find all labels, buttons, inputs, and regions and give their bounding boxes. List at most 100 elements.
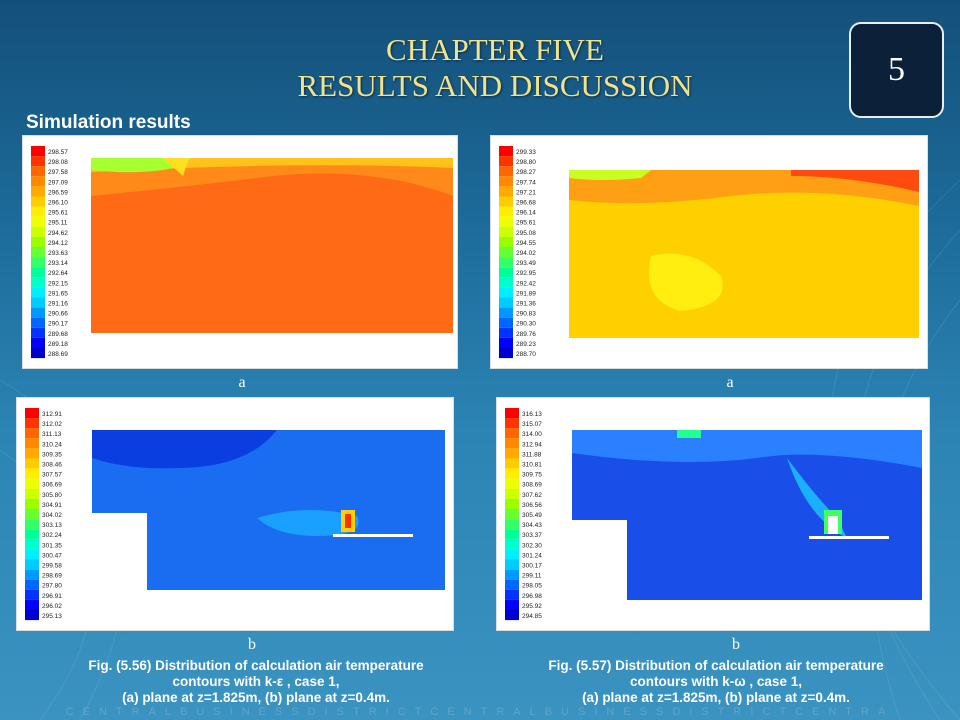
legend-value-556a: 290.66 bbox=[48, 311, 68, 318]
legend-value-556a: 291.16 bbox=[48, 301, 68, 308]
legend-swatch-557b bbox=[505, 468, 519, 479]
legend-value-557a: 295.08 bbox=[516, 230, 536, 237]
legend-swatch-557a bbox=[499, 327, 513, 338]
legend-value-557a: 296.68 bbox=[516, 200, 536, 207]
legend-swatch-556b bbox=[25, 549, 39, 560]
legend-swatch-557b bbox=[505, 539, 519, 550]
legend-swatch-556b bbox=[25, 589, 39, 600]
legend-value-556a: 298.57 bbox=[48, 149, 68, 156]
legend-swatch-556a bbox=[31, 216, 45, 227]
legend-swatch-557b bbox=[505, 599, 519, 610]
legend-value-557a: 298.80 bbox=[516, 159, 536, 166]
legend-swatch-556a bbox=[31, 277, 45, 288]
contour-plot-556b: 312.91 312.02 311.13 310.24 309.35 308.46 307.… bbox=[25, 408, 445, 621]
legend-swatch-556b bbox=[25, 418, 39, 429]
legend-swatch-556b bbox=[25, 408, 39, 419]
panel-label-556a: a bbox=[238, 374, 246, 391]
legend-swatch-557a bbox=[499, 267, 513, 278]
legend-value-556b: 302.24 bbox=[42, 532, 62, 539]
legend-value-557a: 288.70 bbox=[516, 351, 536, 358]
legend-swatch-556b bbox=[25, 599, 39, 610]
legend-swatch-556a bbox=[31, 196, 45, 207]
legend-value-557b: 306.56 bbox=[522, 502, 542, 509]
legend-swatch-557b bbox=[505, 579, 519, 590]
legend-value-556a: 296.10 bbox=[48, 200, 68, 207]
legend-swatch-556a bbox=[31, 257, 45, 268]
legend-swatch-556b bbox=[25, 519, 39, 530]
inlet-zone-557a bbox=[569, 170, 651, 180]
legend-value-557a: 290.83 bbox=[516, 311, 536, 318]
legend-swatch-557a bbox=[499, 247, 513, 258]
legend-swatch-557b bbox=[505, 438, 519, 449]
legend-swatch-556b bbox=[25, 458, 39, 469]
legend-swatch-557a bbox=[499, 186, 513, 197]
chapter-number-badge: 5 bbox=[849, 22, 944, 118]
legend-value-557a: 292.42 bbox=[516, 280, 536, 287]
contour-panel-557b: 316.13 315.07 314.00 312.94 311.88 310.81 309.… bbox=[496, 397, 930, 631]
mid-zone-557b bbox=[572, 430, 922, 468]
legend-swatch-557a bbox=[499, 277, 513, 288]
legend-swatch-557b bbox=[505, 418, 519, 429]
legend-value-556b: 307.57 bbox=[42, 472, 62, 479]
inlet-zone-556a bbox=[91, 158, 191, 173]
legend-swatch-556b bbox=[25, 579, 39, 590]
legend-value-557b: 298.05 bbox=[522, 583, 542, 590]
caption-557-line-2: contours with k-ω , case 1, bbox=[630, 674, 802, 689]
legend-swatch-557b bbox=[505, 529, 519, 540]
contour-panel-556b: 312.91 312.02 311.13 310.24 309.35 308.46 307.… bbox=[16, 397, 454, 631]
legend-value-556a: 295.61 bbox=[48, 210, 68, 217]
legend-value-556a: 297.09 bbox=[48, 179, 68, 186]
legend-swatch-556b bbox=[25, 559, 39, 570]
legend-value-557b: 304.43 bbox=[522, 522, 542, 529]
legend-swatch-556a bbox=[31, 186, 45, 197]
legend-swatch-556a bbox=[31, 307, 45, 318]
legend-value-557b: 294.85 bbox=[522, 613, 542, 620]
legend-value-557a: 297.74 bbox=[516, 179, 536, 186]
legend-value-556a: 294.62 bbox=[48, 230, 68, 237]
legend-swatch-556b bbox=[25, 448, 39, 459]
legend-value-557a: 289.76 bbox=[516, 331, 536, 338]
legend-value-556b: 300.47 bbox=[42, 552, 62, 559]
caption-556-line-1: Fig. (5.56) Distribution of calculation … bbox=[88, 658, 424, 673]
panel-label-557b: b bbox=[732, 636, 740, 653]
legend-value-556a: 293.14 bbox=[48, 260, 68, 267]
panel-label-557a: a bbox=[726, 374, 734, 391]
legend-value-557a: 297.21 bbox=[516, 189, 536, 196]
legend-swatch-557b bbox=[505, 569, 519, 580]
legend-swatch-556a bbox=[31, 287, 45, 298]
legend-value-556b: 311.13 bbox=[42, 431, 62, 438]
legend-value-556a: 289.18 bbox=[48, 341, 68, 348]
domain-557b bbox=[572, 430, 922, 600]
legend-value-556a: 294.12 bbox=[48, 240, 68, 247]
legend-value-556b: 312.91 bbox=[42, 411, 62, 418]
legend-swatch-556a bbox=[31, 337, 45, 348]
legend-swatch-556a bbox=[31, 236, 45, 247]
legend-swatch-557b bbox=[505, 448, 519, 459]
legend-swatch-557b bbox=[505, 610, 519, 621]
legend-value-557b: 302.30 bbox=[522, 542, 542, 549]
legend-swatch-557a bbox=[499, 348, 513, 359]
legend-swatch-557b bbox=[505, 408, 519, 419]
legend-swatch-556a bbox=[31, 247, 45, 258]
contour-panel-557a: 299.33 298.80 298.27 297.74 297.21 296.68 296.… bbox=[490, 135, 928, 369]
legend-value-557b: 308.69 bbox=[522, 482, 542, 489]
legend-swatch-556a bbox=[31, 327, 45, 338]
legend-value-557a: 295.61 bbox=[516, 220, 536, 227]
legend-value-556b: 310.24 bbox=[42, 441, 62, 448]
contour-plot-557a: 299.33 298.80 298.27 297.74 297.21 296.68 296.… bbox=[499, 146, 919, 359]
legend-swatch-556a bbox=[31, 267, 45, 278]
caption-556-line-3: (a) plane at z=1.825m, (b) plane at z=0.… bbox=[122, 690, 390, 705]
legend-swatch-556a bbox=[31, 156, 45, 167]
legend-value-556a: 295.11 bbox=[48, 220, 68, 227]
legend-value-556a: 298.08 bbox=[48, 159, 68, 166]
legend-value-557a: 290.30 bbox=[516, 321, 536, 328]
legend-value-556a: 289.68 bbox=[48, 331, 68, 338]
legend-swatch-557a bbox=[499, 176, 513, 187]
slide-title: CHAPTER FIVE RESULTS AND DISCUSSION bbox=[200, 32, 790, 104]
chapter-number: 5 bbox=[888, 51, 905, 88]
legend-swatch-556a bbox=[31, 206, 45, 217]
legend-556b: 312.91 312.02 311.13 310.24 309.35 308.46 307.… bbox=[25, 408, 62, 621]
legend-value-556b: 309.35 bbox=[42, 451, 62, 458]
hot-spot-557a bbox=[791, 170, 919, 192]
caption-fig-556: Fig. (5.56) Distribution of calculation … bbox=[36, 658, 476, 706]
